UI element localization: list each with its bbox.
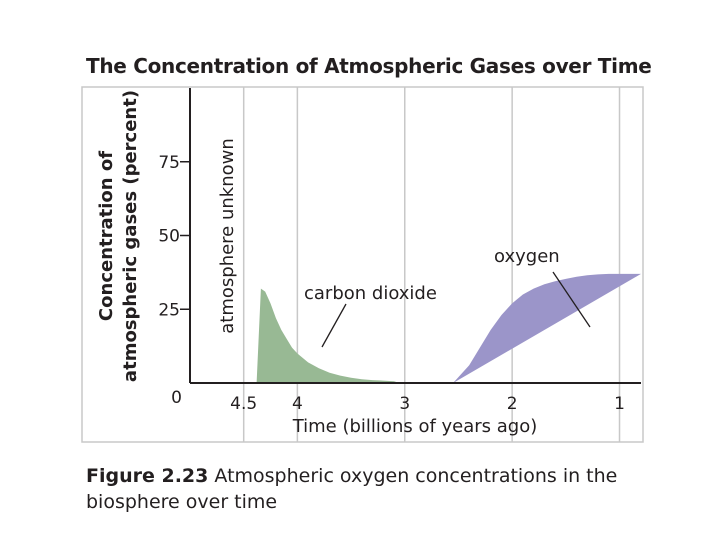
x-tick-label: 3 — [399, 394, 410, 414]
series-area-carbon-dioxide — [256, 288, 400, 383]
annotation-carbon-dioxide: carbon dioxide — [304, 283, 437, 304]
figure-caption-label: Figure 2.23 — [86, 465, 209, 487]
x-tick-label: 2 — [507, 394, 518, 414]
x-axis-label: Time (billions of years ago) — [292, 416, 538, 437]
figure-caption-text: Atmospheric oxygen concentrations in the… — [86, 465, 618, 513]
annotation-pointer-oxygen — [552, 271, 591, 328]
annotation-oxygen: oxygen — [494, 246, 560, 267]
y-axis-label-line: Concentration of — [96, 151, 117, 321]
y-tick-label: 75 — [158, 153, 180, 173]
y-axis-label: Concentration of atmospheric gases (perce… — [96, 90, 141, 382]
chart-frame — [81, 86, 644, 443]
annotation-pointer-carbon-dioxide — [321, 303, 347, 348]
y-tick-label: 0 — [171, 388, 182, 408]
y-tick-label: 25 — [158, 300, 180, 320]
y-tick-label: 50 — [158, 227, 180, 247]
x-tick-label: 1 — [614, 394, 625, 414]
figure-caption: Figure 2.23 Atmospheric oxygen concentra… — [86, 463, 646, 515]
atmosphere-unknown-label: atmosphere unknown — [217, 138, 238, 334]
y-axis-label-line: atmospheric gases (percent) — [120, 90, 141, 382]
chart-title: The Concentration of Atmospheric Gases o… — [86, 54, 652, 78]
x-tick-label: 4.5 — [230, 394, 257, 414]
series-area-oxygen — [453, 273, 641, 383]
x-tick-label: 4 — [292, 394, 303, 414]
